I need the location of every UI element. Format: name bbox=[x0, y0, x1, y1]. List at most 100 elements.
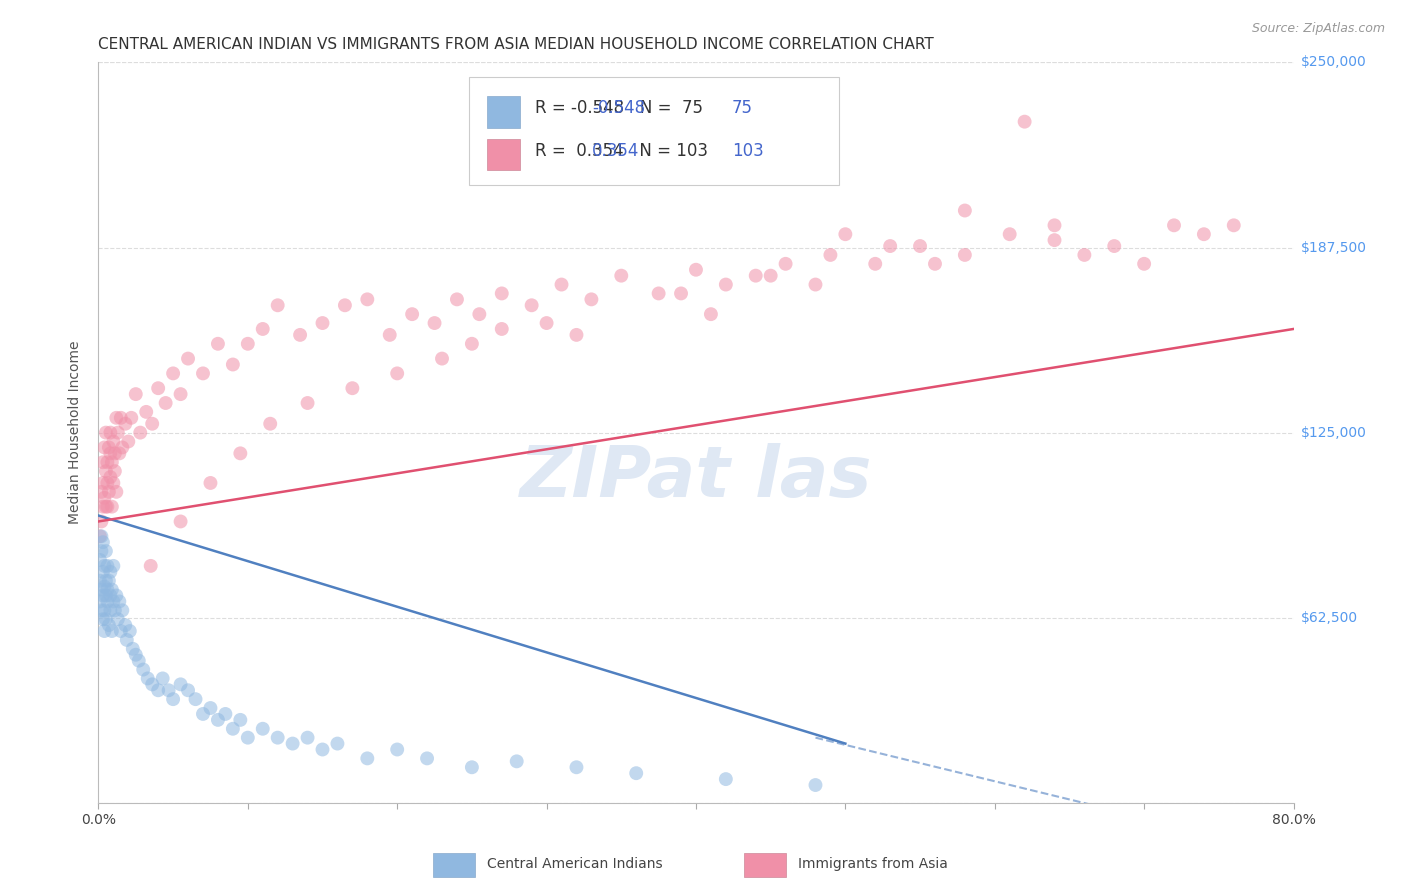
Point bbox=[416, 751, 439, 765]
Point bbox=[169, 387, 191, 401]
Point bbox=[647, 286, 669, 301]
Point bbox=[669, 286, 692, 301]
Point bbox=[520, 298, 543, 312]
Point bbox=[136, 672, 159, 686]
Point bbox=[333, 298, 356, 312]
Point bbox=[132, 663, 155, 677]
Point bbox=[342, 381, 364, 395]
Point bbox=[169, 677, 191, 691]
Point bbox=[378, 327, 401, 342]
Text: 75: 75 bbox=[733, 99, 752, 118]
Point bbox=[96, 582, 118, 597]
Point bbox=[775, 257, 797, 271]
Point bbox=[104, 464, 127, 478]
Point bbox=[129, 425, 152, 440]
Point bbox=[93, 491, 115, 505]
Bar bbox=[486, 96, 520, 128]
Point bbox=[259, 417, 281, 431]
Point bbox=[953, 248, 976, 262]
Point bbox=[155, 396, 177, 410]
Point bbox=[1014, 114, 1036, 128]
Point bbox=[207, 713, 229, 727]
Point bbox=[267, 298, 290, 312]
Point bbox=[536, 316, 558, 330]
Point bbox=[90, 603, 112, 617]
Point bbox=[461, 760, 484, 774]
Point bbox=[297, 731, 319, 745]
Point bbox=[200, 701, 222, 715]
Point bbox=[281, 737, 304, 751]
Point bbox=[288, 327, 311, 342]
Point bbox=[162, 367, 184, 381]
Point bbox=[1104, 239, 1126, 253]
Point bbox=[96, 594, 118, 608]
Point bbox=[93, 603, 115, 617]
Point bbox=[714, 772, 737, 786]
Point bbox=[96, 475, 118, 490]
Point bbox=[94, 425, 117, 440]
Point bbox=[94, 574, 117, 588]
Point bbox=[94, 544, 117, 558]
Text: 0.354: 0.354 bbox=[592, 143, 640, 161]
Text: Immigrants from Asia: Immigrants from Asia bbox=[797, 856, 948, 871]
Point bbox=[128, 654, 150, 668]
Point bbox=[236, 731, 259, 745]
Point bbox=[222, 358, 245, 372]
Point bbox=[581, 293, 603, 307]
Text: Central American Indians: Central American Indians bbox=[486, 856, 662, 871]
Point bbox=[110, 624, 132, 638]
Point bbox=[326, 737, 349, 751]
Point bbox=[177, 683, 200, 698]
Point bbox=[98, 603, 122, 617]
Point bbox=[98, 470, 122, 484]
Point bbox=[1163, 219, 1185, 233]
Point bbox=[114, 618, 136, 632]
Point bbox=[97, 618, 120, 632]
Point bbox=[94, 612, 117, 626]
Point bbox=[953, 203, 976, 218]
Point bbox=[89, 529, 111, 543]
Point bbox=[157, 683, 180, 698]
Point bbox=[468, 307, 491, 321]
Point bbox=[91, 455, 114, 469]
Y-axis label: Median Household Income: Median Household Income bbox=[69, 341, 83, 524]
Point bbox=[804, 277, 827, 292]
Point bbox=[90, 484, 112, 499]
Point bbox=[125, 648, 148, 662]
Point bbox=[252, 322, 274, 336]
Text: CENTRAL AMERICAN INDIAN VS IMMIGRANTS FROM ASIA MEDIAN HOUSEHOLD INCOME CORRELAT: CENTRAL AMERICAN INDIAN VS IMMIGRANTS FR… bbox=[98, 37, 934, 52]
Bar bbox=[744, 853, 786, 877]
Point bbox=[169, 515, 191, 529]
Point bbox=[446, 293, 468, 307]
Point bbox=[141, 677, 163, 691]
Point bbox=[105, 589, 128, 603]
Point bbox=[700, 307, 723, 321]
Point bbox=[98, 589, 122, 603]
Point bbox=[114, 417, 136, 431]
Point bbox=[461, 336, 484, 351]
Point bbox=[804, 778, 827, 792]
Point bbox=[1073, 248, 1095, 262]
Point bbox=[148, 683, 170, 698]
Point bbox=[908, 239, 931, 253]
Point bbox=[91, 612, 114, 626]
Point bbox=[93, 558, 115, 573]
Point bbox=[98, 565, 122, 579]
Point bbox=[91, 475, 114, 490]
Point bbox=[924, 257, 946, 271]
Point bbox=[200, 475, 222, 490]
Point bbox=[93, 624, 115, 638]
Bar bbox=[470, 78, 839, 185]
Point bbox=[423, 316, 446, 330]
Point bbox=[105, 484, 128, 499]
Point bbox=[998, 227, 1021, 242]
Point bbox=[103, 558, 125, 573]
Point bbox=[267, 731, 290, 745]
Point bbox=[96, 500, 118, 514]
Point bbox=[491, 286, 513, 301]
Point bbox=[184, 692, 207, 706]
Point bbox=[565, 760, 588, 774]
Point bbox=[177, 351, 200, 366]
Point bbox=[96, 558, 118, 573]
Point bbox=[1133, 257, 1156, 271]
